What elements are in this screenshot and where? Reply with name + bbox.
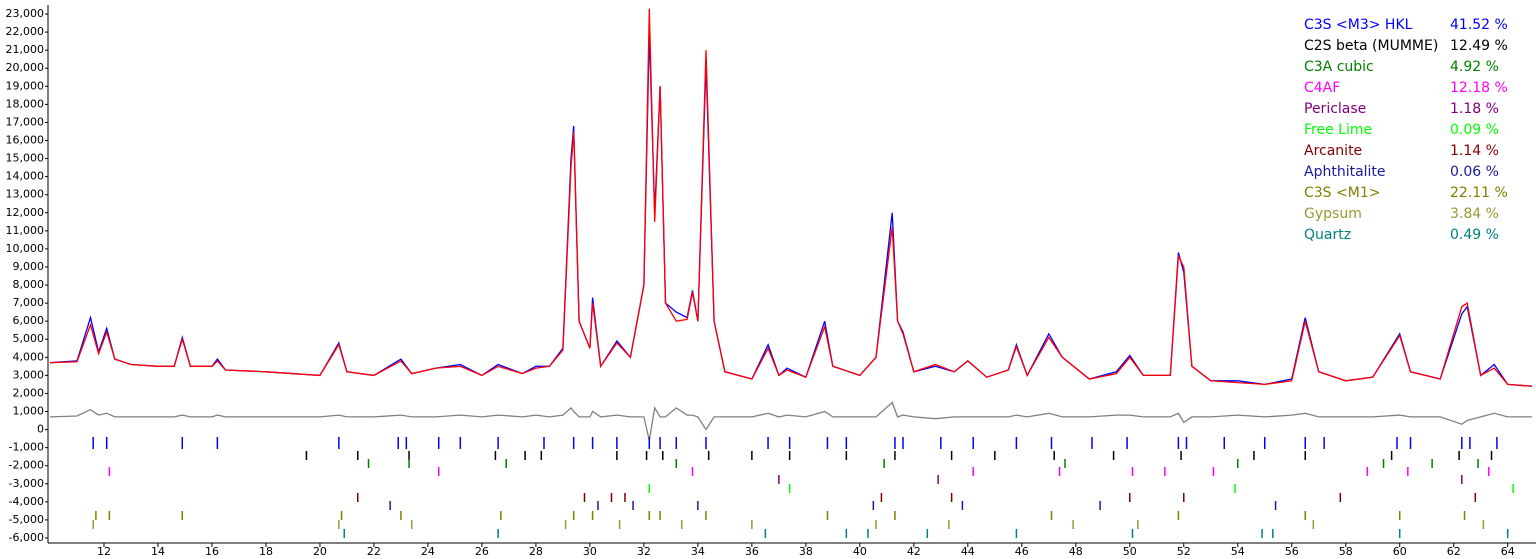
legend-name: C3A cubic — [1304, 59, 1374, 75]
y-tick-label: -5,000 — [9, 513, 44, 526]
x-tick-label: 42 — [907, 545, 921, 558]
legend-value: 1.14 % — [1450, 143, 1499, 159]
legend-name: Arcanite — [1304, 143, 1362, 159]
legend-name: C2S beta (MUMME) — [1304, 38, 1438, 54]
y-tick-label: 11,000 — [6, 224, 45, 237]
y-tick-label: 2,000 — [13, 386, 45, 399]
x-tick-label: 14 — [151, 545, 165, 558]
x-tick-label: 20 — [313, 545, 327, 558]
y-tick-label: 22,000 — [6, 25, 45, 38]
legend-name: Free Lime — [1304, 122, 1372, 138]
legend-name: Periclase — [1304, 101, 1366, 117]
y-tick-label: 6,000 — [13, 314, 45, 327]
y-tick-label: 20,000 — [6, 61, 45, 74]
y-tick-label: 18,000 — [6, 97, 45, 110]
data-line — [49, 401, 1532, 441]
y-tick-label: 23,000 — [6, 7, 45, 20]
legend-name: C3S <M1> — [1304, 185, 1380, 201]
y-tick-label: 7,000 — [13, 296, 45, 309]
x-tick-label: 56 — [1285, 545, 1299, 558]
legend-value: 0.06 % — [1450, 164, 1499, 180]
x-tick-label: 60 — [1393, 545, 1407, 558]
x-tick-label: 30 — [583, 545, 597, 558]
y-tick-label: 15,000 — [6, 152, 45, 165]
y-tick-label: -4,000 — [9, 495, 44, 508]
y-tick-label: -6,000 — [9, 531, 44, 544]
y-tick-label: 21,000 — [6, 43, 45, 56]
y-tick-label: 5,000 — [13, 332, 45, 345]
x-tick-label: 62 — [1447, 545, 1461, 558]
y-tick-label: 19,000 — [6, 79, 45, 92]
y-tick-label: 13,000 — [6, 188, 45, 201]
y-tick-label: -3,000 — [9, 477, 44, 490]
legend-name: Gypsum — [1304, 206, 1362, 222]
y-tick-label: -2,000 — [9, 459, 44, 472]
x-tick-label: 22 — [367, 545, 381, 558]
x-tick-label: 34 — [691, 545, 705, 558]
legend-name: Aphthitalite — [1304, 164, 1386, 180]
x-tick-label: 54 — [1231, 545, 1245, 558]
x-tick-label: 36 — [745, 545, 759, 558]
x-tick-label: 38 — [799, 545, 813, 558]
data-line — [49, 8, 1533, 387]
y-tick-label: 16,000 — [6, 134, 45, 147]
y-tick-label: 14,000 — [6, 170, 45, 183]
legend-value: 0.49 % — [1450, 227, 1499, 243]
legend-value: 41.52 % — [1450, 17, 1508, 33]
legend-value: 12.49 % — [1450, 38, 1508, 54]
x-tick-label: 40 — [853, 545, 867, 558]
y-tick-label: 8,000 — [13, 278, 45, 291]
x-tick-label: 44 — [961, 545, 975, 558]
x-tick-label: 46 — [1015, 545, 1029, 558]
y-tick-label: 0 — [37, 423, 44, 436]
legend-name: C3S <M3> HKL — [1304, 17, 1413, 33]
y-tick-label: 9,000 — [13, 260, 45, 273]
x-tick-label: 26 — [475, 545, 489, 558]
y-tick-label: 17,000 — [6, 115, 45, 128]
legend-value: 12.18 % — [1450, 80, 1508, 96]
y-tick-label: 12,000 — [6, 206, 45, 219]
x-tick-label: 12 — [97, 545, 111, 558]
x-tick-label: 32 — [637, 545, 651, 558]
x-tick-label: 50 — [1123, 545, 1137, 558]
legend-value: 22.11 % — [1450, 185, 1508, 201]
legend-value: 1.18 % — [1450, 101, 1499, 117]
legend-value: 4.92 % — [1450, 59, 1499, 75]
y-tick-label: 3,000 — [13, 368, 45, 381]
legend-value: 0.09 % — [1450, 122, 1499, 138]
x-tick-label: 28 — [529, 545, 543, 558]
y-tick-label: -1,000 — [9, 441, 44, 454]
x-tick-label: 48 — [1069, 545, 1083, 558]
x-tick-label: 64 — [1501, 545, 1515, 558]
y-tick-label: 10,000 — [6, 242, 45, 255]
y-tick-label: 1,000 — [13, 405, 45, 418]
x-tick-label: 52 — [1177, 545, 1191, 558]
legend-name: Quartz — [1304, 227, 1351, 243]
x-tick-label: 58 — [1339, 545, 1353, 558]
legend-value: 3.84 % — [1450, 206, 1499, 222]
x-tick-label: 16 — [205, 545, 219, 558]
x-tick-label: 18 — [259, 545, 273, 558]
x-tick-label: 24 — [421, 545, 435, 558]
y-tick-label: 4,000 — [13, 350, 45, 363]
legend-name: C4AF — [1304, 80, 1340, 96]
